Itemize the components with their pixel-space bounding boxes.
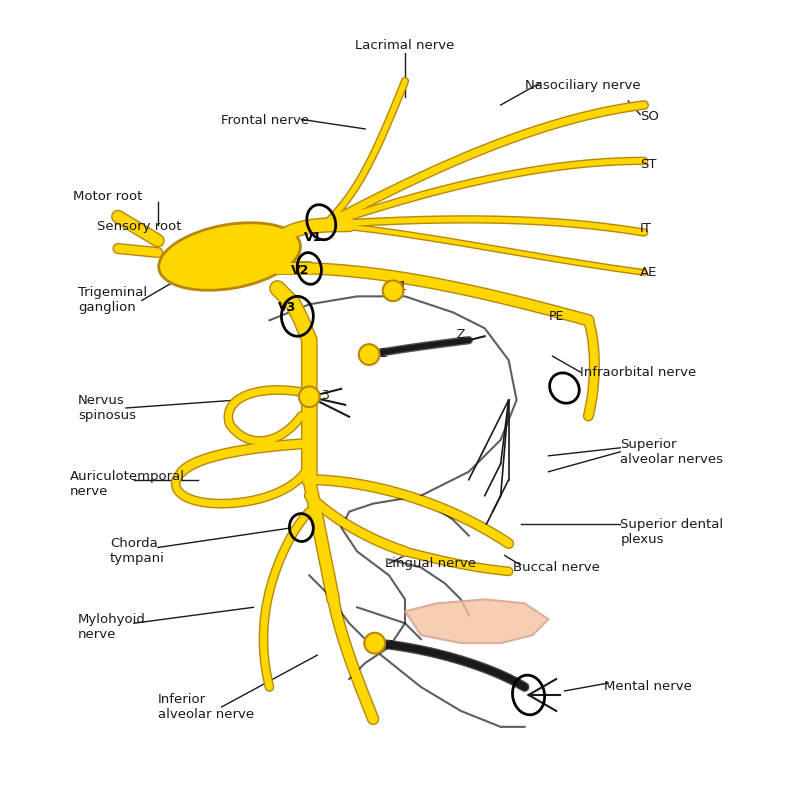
Circle shape bbox=[382, 281, 403, 301]
Text: Motor root: Motor root bbox=[73, 190, 142, 203]
Text: Mental nerve: Mental nerve bbox=[604, 681, 693, 694]
Text: V2: V2 bbox=[291, 264, 309, 278]
Text: IT: IT bbox=[640, 222, 652, 235]
Ellipse shape bbox=[159, 222, 301, 290]
Text: 2: 2 bbox=[380, 347, 387, 360]
Text: Sensory root: Sensory root bbox=[97, 220, 181, 233]
Text: Nervus
spinosus: Nervus spinosus bbox=[78, 394, 136, 422]
Text: Frontal nerve: Frontal nerve bbox=[221, 114, 309, 127]
Text: V3: V3 bbox=[278, 301, 296, 314]
Text: PE: PE bbox=[548, 310, 564, 322]
Circle shape bbox=[299, 386, 320, 407]
Text: Lingual nerve: Lingual nerve bbox=[385, 557, 476, 570]
Circle shape bbox=[364, 633, 385, 654]
Text: SO: SO bbox=[640, 110, 659, 123]
Text: Lacrimal nerve: Lacrimal nerve bbox=[356, 38, 454, 52]
Text: Infraorbital nerve: Infraorbital nerve bbox=[581, 366, 697, 378]
Text: Superior
alveolar nerves: Superior alveolar nerves bbox=[620, 438, 723, 466]
Text: Mylohyoid
nerve: Mylohyoid nerve bbox=[78, 614, 146, 642]
Text: Nasociliary nerve: Nasociliary nerve bbox=[525, 78, 640, 91]
Text: Superior dental
plexus: Superior dental plexus bbox=[620, 518, 723, 546]
Circle shape bbox=[359, 344, 380, 365]
Text: Z: Z bbox=[457, 328, 465, 341]
Text: 4: 4 bbox=[386, 639, 394, 652]
Text: Auriculotemporal
nerve: Auriculotemporal nerve bbox=[70, 470, 185, 498]
Text: 3: 3 bbox=[322, 389, 329, 402]
Text: AE: AE bbox=[640, 266, 658, 279]
Text: V1: V1 bbox=[304, 231, 322, 244]
Text: Buccal nerve: Buccal nerve bbox=[513, 561, 599, 574]
Text: Inferior
alveolar nerve: Inferior alveolar nerve bbox=[158, 693, 254, 721]
Text: Trigeminal
ganglion: Trigeminal ganglion bbox=[78, 286, 147, 314]
Text: Chorda
tympani: Chorda tympani bbox=[110, 538, 165, 566]
Polygon shape bbox=[405, 599, 548, 643]
Text: ST: ST bbox=[640, 158, 657, 171]
Text: 1: 1 bbox=[399, 280, 407, 294]
